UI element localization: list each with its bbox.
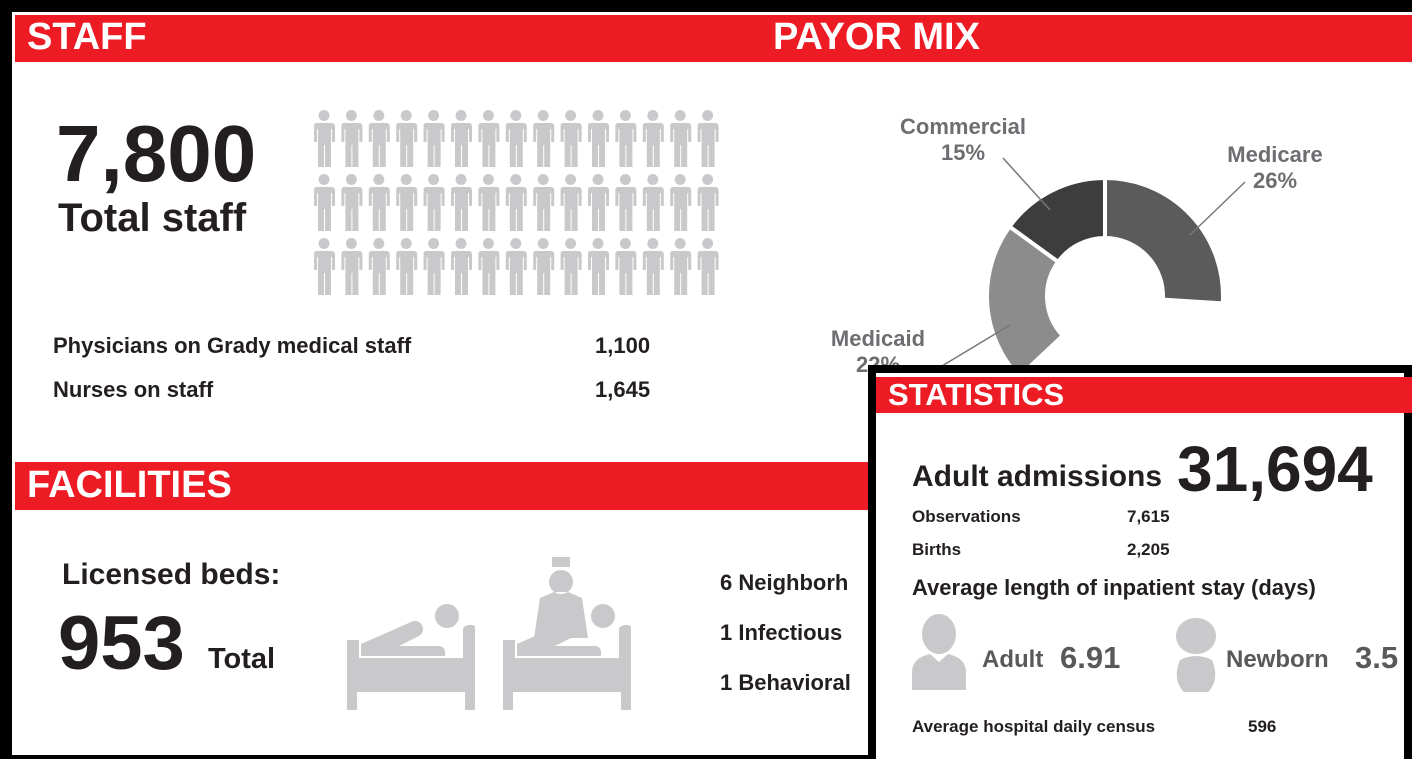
facility-item: 1 Infectious xyxy=(720,620,843,645)
facility-item: 6 Neighborh xyxy=(720,570,849,595)
person-icon xyxy=(450,110,472,167)
person-icon xyxy=(396,238,418,295)
person-icon xyxy=(396,174,418,231)
adult-icon xyxy=(912,614,966,690)
facilities-bar xyxy=(15,462,875,510)
slice-value: 26% xyxy=(1253,168,1297,193)
person-icon xyxy=(697,110,719,167)
person-icon xyxy=(450,238,472,295)
newborn-label: Newborn xyxy=(1226,646,1329,673)
person-icon xyxy=(478,110,500,167)
person-icon xyxy=(341,174,363,231)
staff-total: 7,800 xyxy=(56,109,257,198)
person-icon xyxy=(560,174,582,231)
donut-segment xyxy=(1006,175,1107,265)
person-icon xyxy=(423,110,445,167)
census-value: 596 xyxy=(1248,717,1277,736)
donut-segment xyxy=(985,223,1066,380)
person-icon xyxy=(313,238,335,295)
person-icon xyxy=(450,174,472,231)
person-icon xyxy=(642,174,664,231)
header-bar xyxy=(15,15,1412,62)
person-icon xyxy=(423,174,445,231)
staff-total-label: Total staff xyxy=(58,196,247,240)
payor-header: PAYOR MIX xyxy=(773,16,980,58)
person-icon xyxy=(505,238,527,295)
person-icon xyxy=(478,238,500,295)
person-icon xyxy=(533,110,555,167)
person-icon xyxy=(368,110,390,167)
beds-label: Licensed beds: xyxy=(62,558,281,591)
person-icon xyxy=(670,110,692,167)
person-icon xyxy=(642,110,664,167)
statistics-panel xyxy=(868,365,1412,759)
person-icon xyxy=(587,110,609,167)
bed-icon xyxy=(347,620,475,710)
stat-value: 7,615 xyxy=(1127,507,1170,526)
statistics-header: STATISTICS xyxy=(888,377,1065,412)
stat-label: Observations xyxy=(912,507,1021,526)
admissions-label: Adult admissions xyxy=(912,460,1163,493)
person-icon xyxy=(642,238,664,295)
newborn-icon xyxy=(1176,618,1217,692)
slice-label: Commercial xyxy=(900,114,1026,139)
stat-value: 2,205 xyxy=(1127,540,1170,559)
admissions-value: 31,694 xyxy=(1177,433,1373,505)
row-label: Nurses on staff xyxy=(53,377,214,402)
person-icon xyxy=(341,110,363,167)
stay-label: Average length of inpatient stay (days) xyxy=(912,575,1316,600)
person-icon xyxy=(670,174,692,231)
person-icon xyxy=(505,174,527,231)
leader-line xyxy=(931,324,1011,373)
head-icon xyxy=(435,604,459,628)
person-icon xyxy=(587,174,609,231)
leader-line xyxy=(1189,181,1246,236)
beds-value: 953 xyxy=(58,601,185,686)
person-icon xyxy=(313,174,335,231)
person-icon xyxy=(313,110,335,167)
person-icon xyxy=(478,174,500,231)
person-icon xyxy=(505,110,527,167)
leader-line xyxy=(1002,157,1051,211)
donut-segment xyxy=(1103,175,1225,306)
row-value: 1,100 xyxy=(595,333,651,358)
row-value: 1,645 xyxy=(595,377,651,402)
person-icon xyxy=(615,238,637,295)
census-label: Average hospital daily census xyxy=(912,717,1156,736)
person-icon xyxy=(587,238,609,295)
nurse-icon xyxy=(534,557,588,638)
slice-value: 15% xyxy=(941,140,985,165)
person-icon xyxy=(423,238,445,295)
slice-label: Medicare xyxy=(1227,142,1322,167)
person-icon xyxy=(615,110,637,167)
facility-item: 1 Behavioral xyxy=(720,670,851,695)
person-icon xyxy=(368,174,390,231)
person-icon xyxy=(341,238,363,295)
row-label: Physicians on Grady medical staff xyxy=(53,333,412,358)
statistics-bar xyxy=(876,377,1412,413)
person-icon xyxy=(615,174,637,231)
adult-label: Adult xyxy=(982,646,1044,673)
person-icon xyxy=(560,110,582,167)
staff-header: STAFF xyxy=(27,16,147,58)
stat-label: Births xyxy=(912,540,962,559)
person-icon xyxy=(697,238,719,295)
facilities-header: FACILITIES xyxy=(27,464,232,506)
newborn-value: 3.5 xyxy=(1355,640,1399,675)
person-icon xyxy=(396,110,418,167)
person-icon xyxy=(697,174,719,231)
beds-unit: Total xyxy=(208,643,276,675)
head-icon xyxy=(591,604,615,628)
person-icon xyxy=(368,238,390,295)
person-icon xyxy=(670,238,692,295)
person-icon xyxy=(533,174,555,231)
slice-label: Medicaid xyxy=(831,326,925,351)
person-icon xyxy=(533,238,555,295)
bed-icon xyxy=(503,620,631,710)
adult-value: 6.91 xyxy=(1060,640,1121,675)
person-icon xyxy=(560,238,582,295)
